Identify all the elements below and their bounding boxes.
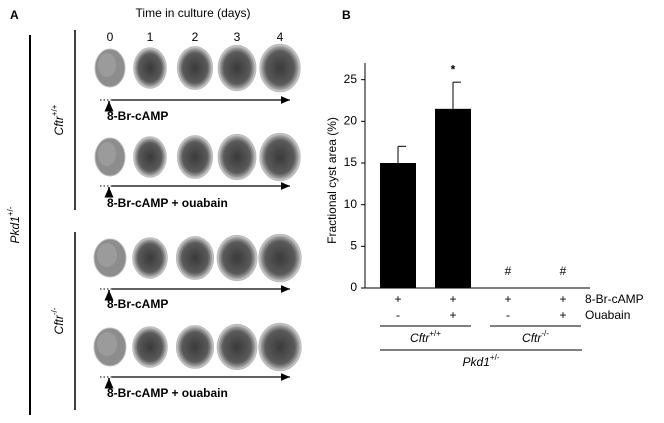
treatment-sign: + bbox=[559, 308, 566, 322]
day-label: 3 bbox=[234, 30, 241, 44]
group-label: Pkd1+/- bbox=[6, 206, 22, 243]
explant-image bbox=[176, 135, 214, 179]
label-sup: +/- bbox=[6, 206, 15, 216]
label-name: Cftr bbox=[52, 115, 66, 135]
y-tick-label: 5 bbox=[350, 239, 357, 253]
treatment-label: 8-Br-cAMP bbox=[107, 297, 168, 311]
day-label: 0 bbox=[107, 30, 114, 44]
label-sup: -/- bbox=[50, 307, 59, 315]
significance-marker: # bbox=[560, 264, 567, 278]
explant-image bbox=[216, 234, 258, 282]
explant-image bbox=[217, 44, 257, 92]
y-tick-label: 0 bbox=[350, 280, 357, 294]
panel-label: B bbox=[342, 8, 351, 22]
treatment-sign: + bbox=[504, 292, 511, 306]
treatment-name: Ouabain bbox=[585, 308, 630, 322]
panel-title: Time in culture (days) bbox=[136, 6, 251, 20]
treatment-sign: - bbox=[506, 308, 510, 322]
label-name: Cftr bbox=[410, 331, 430, 345]
bar bbox=[435, 108, 471, 288]
group-label: Pkd1+/- bbox=[463, 353, 500, 369]
y-tick-label: 25 bbox=[344, 72, 358, 86]
explant-image bbox=[133, 47, 167, 89]
explant-image bbox=[175, 236, 215, 280]
group-label: Cftr-/- bbox=[522, 329, 549, 345]
treatment-sign: + bbox=[449, 292, 456, 306]
explant-image bbox=[132, 326, 168, 368]
explant-highlight bbox=[98, 142, 116, 166]
treatment-label: 8-Br-cAMP + ouabain bbox=[107, 196, 228, 210]
treatment-sign: + bbox=[559, 292, 566, 306]
explant-image bbox=[258, 322, 302, 372]
label-sup: +/+ bbox=[429, 329, 441, 338]
treatment-label: 8-Br-cAMP bbox=[107, 109, 168, 123]
treatment-name: 8-Br-cAMP bbox=[585, 292, 644, 306]
group-label: Cftr-/- bbox=[50, 307, 66, 334]
label-name: Pkd1 bbox=[8, 216, 22, 243]
label-sup: -/- bbox=[541, 329, 549, 338]
bar bbox=[380, 163, 416, 288]
group-label: Cftr+/+ bbox=[410, 329, 441, 345]
label-name: Cftr bbox=[522, 331, 542, 345]
explant-image bbox=[258, 233, 302, 283]
day-label: 1 bbox=[147, 30, 154, 44]
explant-highlight bbox=[97, 332, 117, 356]
explant-highlight bbox=[97, 243, 117, 267]
explant-image bbox=[132, 237, 168, 279]
treatment-sign: + bbox=[394, 292, 401, 306]
treatment-sign: - bbox=[396, 308, 400, 322]
y-tick-label: 10 bbox=[344, 197, 358, 211]
label-sup: +/+ bbox=[50, 104, 59, 116]
significance-marker: # bbox=[505, 264, 512, 278]
y-tick-label: 20 bbox=[344, 114, 358, 128]
label-name: Pkd1 bbox=[463, 355, 490, 369]
explant-image bbox=[259, 132, 301, 182]
explant-image bbox=[133, 136, 167, 178]
explant-image bbox=[216, 323, 258, 371]
y-axis-label: Fractional cyst area (%) bbox=[325, 117, 339, 244]
label-name: Cftr bbox=[52, 314, 66, 334]
significance-marker: * bbox=[451, 62, 456, 76]
day-label: 2 bbox=[192, 30, 199, 44]
treatment-sign: + bbox=[449, 308, 456, 322]
explant-image bbox=[176, 46, 214, 90]
label-sup: +/- bbox=[490, 353, 500, 362]
explant-highlight bbox=[98, 53, 116, 77]
panel-label: A bbox=[10, 8, 19, 22]
explant-image bbox=[217, 133, 257, 181]
y-tick-label: 15 bbox=[344, 155, 358, 169]
day-label: 4 bbox=[277, 30, 284, 44]
group-label: Cftr+/+ bbox=[50, 104, 66, 135]
treatment-label: 8-Br-cAMP + ouabain bbox=[107, 386, 228, 400]
explant-image bbox=[175, 325, 215, 369]
explant-image bbox=[259, 43, 301, 93]
